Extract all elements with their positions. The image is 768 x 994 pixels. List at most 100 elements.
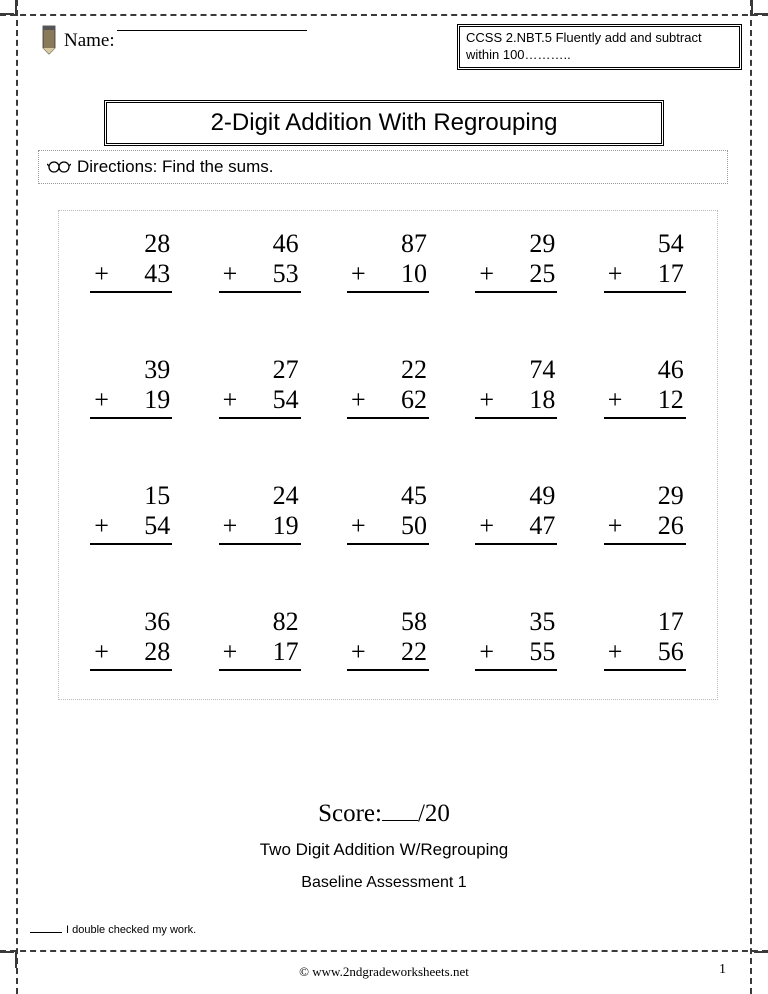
pencil-icon [40,24,60,56]
math-problem: 82+17 [219,607,301,671]
addend-bottom: +62 [347,385,429,419]
plus-sign: + [223,637,238,667]
name-input-line[interactable] [117,30,307,31]
plus-sign: + [479,511,494,541]
addend-bottom: +55 [475,637,557,671]
worksheet-title: 2-Digit Addition With Regrouping [104,100,664,146]
addend-top: 22 [347,355,429,385]
plus-sign: + [223,511,238,541]
plus-sign: + [479,637,494,667]
score-input-line[interactable] [382,820,418,821]
math-problem: 46+12 [604,355,686,419]
score-area: Score:/20 Two Digit Addition W/Regroupin… [0,800,768,892]
addend-bottom: +25 [475,259,557,293]
addend-top: 35 [475,607,557,637]
addend-top: 45 [347,481,429,511]
addend-bottom: +17 [604,259,686,293]
page-number: 1 [719,962,726,978]
addend-top: 54 [604,229,686,259]
addend-top: 46 [219,229,301,259]
plus-sign: + [351,385,366,415]
addend-top: 29 [475,229,557,259]
math-problem: 17+56 [604,607,686,671]
math-problem: 45+50 [347,481,429,545]
addend-bottom: +19 [90,385,172,419]
plus-sign: + [479,259,494,289]
addend-top: 74 [475,355,557,385]
plus-sign: + [608,511,623,541]
cut-border-bottom [0,950,768,952]
tick [754,13,768,15]
plus-sign: + [94,511,109,541]
assessment-label: Baseline Assessment 1 [0,874,768,892]
plus-sign: + [351,637,366,667]
problem-grid: 28+4346+5387+1029+2554+1739+1927+5422+62… [79,229,697,671]
addend-bottom: +54 [219,385,301,419]
plus-sign: + [608,259,623,289]
plus-sign: + [94,637,109,667]
addend-top: 27 [219,355,301,385]
plus-sign: + [608,637,623,667]
math-problem: 27+54 [219,355,301,419]
plus-sign: + [223,385,238,415]
addend-bottom: +18 [475,385,557,419]
plus-sign: + [94,259,109,289]
problems-area: 28+4346+5387+1029+2554+1739+1927+5422+62… [58,210,718,700]
glasses-icon [47,160,71,174]
addend-bottom: +10 [347,259,429,293]
addend-top: 58 [347,607,429,637]
footer-copyright: © www.2ndgradeworksheets.net [0,964,768,980]
addend-bottom: +50 [347,511,429,545]
math-problem: 54+17 [604,229,686,293]
addend-bottom: +28 [90,637,172,671]
plus-sign: + [94,385,109,415]
addend-bottom: +56 [604,637,686,671]
plus-sign: + [479,385,494,415]
math-problem: 35+55 [475,607,557,671]
addend-top: 24 [219,481,301,511]
standard-box: CCSS 2.NBT.5 Fluently add and subtract w… [457,24,742,70]
cut-border-top [0,14,768,16]
worksheet-subtitle: Two Digit Addition W/Regrouping [0,840,768,860]
check-line: I double checked my work. [30,924,196,936]
tick [15,0,17,14]
score-label: Score: [318,800,382,827]
math-problem: 22+62 [347,355,429,419]
check-input-line[interactable] [30,932,62,933]
tick [0,13,14,15]
math-problem: 36+28 [90,607,172,671]
math-problem: 28+43 [90,229,172,293]
addend-top: 82 [219,607,301,637]
math-problem: 29+26 [604,481,686,545]
tick [0,951,14,953]
plus-sign: + [223,259,238,289]
tick [751,0,753,14]
directions-text: Directions: Find the sums. [77,157,274,177]
math-problem: 58+22 [347,607,429,671]
math-problem: 49+47 [475,481,557,545]
math-problem: 74+18 [475,355,557,419]
addend-bottom: +47 [475,511,557,545]
plus-sign: + [608,385,623,415]
plus-sign: + [351,511,366,541]
check-text: I double checked my work. [66,924,196,936]
addend-bottom: +12 [604,385,686,419]
math-problem: 39+19 [90,355,172,419]
addend-bottom: +54 [90,511,172,545]
addend-top: 36 [90,607,172,637]
addend-top: 87 [347,229,429,259]
tick [754,951,768,953]
directions-box: Directions: Find the sums. [38,150,728,184]
addend-top: 29 [604,481,686,511]
plus-sign: + [351,259,366,289]
math-problem: 24+19 [219,481,301,545]
name-label: Name: [64,30,115,52]
addend-bottom: +43 [90,259,172,293]
addend-top: 49 [475,481,557,511]
math-problem: 46+53 [219,229,301,293]
addend-bottom: +17 [219,637,301,671]
addend-bottom: +22 [347,637,429,671]
score-line: Score:/20 [0,800,768,828]
math-problem: 15+54 [90,481,172,545]
addend-bottom: +19 [219,511,301,545]
